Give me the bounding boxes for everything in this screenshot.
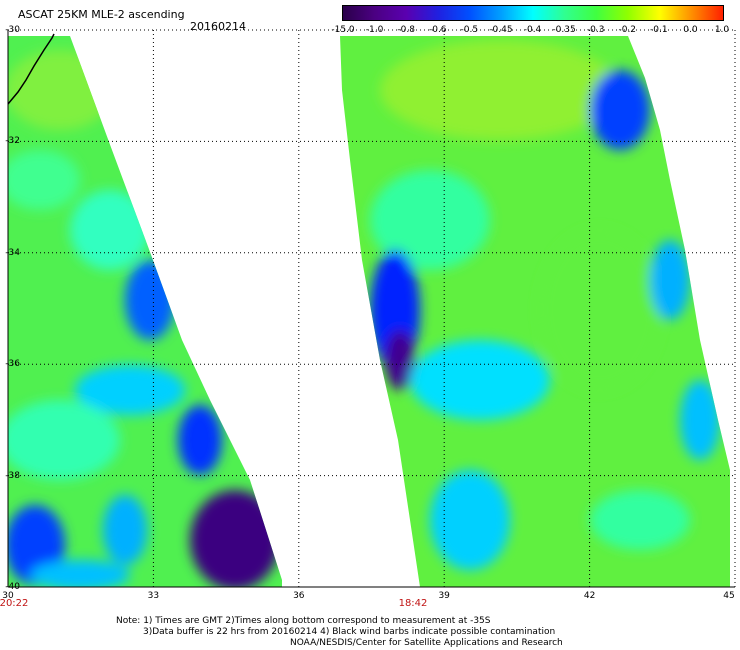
note-line-3: NOAA/NESDIS/Center for Satellite Applica… <box>290 638 563 648</box>
colorbar-label: -0.5 <box>460 25 479 35</box>
map-title: ASCAT 25KM MLE-2 ascending <box>18 8 185 21</box>
longitude-tick-label: 45 <box>723 591 735 601</box>
colorbar <box>342 5 724 21</box>
right-swath <box>340 36 730 587</box>
longitude-tick-label: 36 <box>293 591 305 601</box>
latitude-tick-label: -30 <box>5 25 20 35</box>
longitude-tick-label: 42 <box>583 591 596 601</box>
right-swath-time: 18:42 <box>398 598 428 609</box>
note-line-2: 3)Data buffer is 22 hrs from 20160214 4)… <box>143 627 556 637</box>
longitude-tick-label: 30 <box>2 591 14 601</box>
colorbar-label: -0.1 <box>650 25 668 35</box>
note-line-1: Note: 1) Times are GMT 2)Times along bot… <box>116 616 491 626</box>
longitude-tick-label: 39 <box>438 591 450 601</box>
latitude-tick-label: -38 <box>5 470 20 481</box>
colorbar-label: 1.0 <box>714 25 730 35</box>
colorbar-label: -0.6 <box>428 25 447 35</box>
colorbar-label: -1.0 <box>365 25 384 35</box>
colorbar-label: -0.2 <box>618 25 637 35</box>
latitude-tick-label: -36 <box>5 359 20 370</box>
colorbar-label: -0.3 <box>586 25 605 35</box>
left-swath <box>8 36 282 587</box>
latitude-tick-label: -40 <box>5 582 20 592</box>
longitude-tick-label: 33 <box>147 591 160 601</box>
latitude-tick-label: -32 <box>5 136 20 147</box>
left-swath-time: 20:22 <box>0 598 29 609</box>
colorbar-label: -15.0 <box>331 25 355 35</box>
colorbar-label: 0.0 <box>683 25 698 35</box>
coastline <box>7 33 55 105</box>
latitude-tick-label: -34 <box>5 247 20 258</box>
colorbar-label: -0.8 <box>397 25 415 35</box>
